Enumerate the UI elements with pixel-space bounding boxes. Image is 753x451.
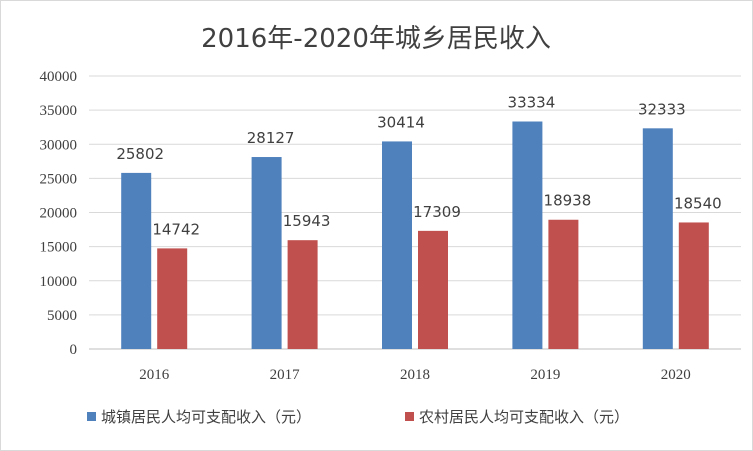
- legend-swatch: [405, 412, 414, 421]
- x-tick-label: 2018: [400, 367, 430, 383]
- legend-swatch: [87, 412, 96, 421]
- bar-series-1: [121, 172, 152, 349]
- bar-series-2: [157, 248, 188, 349]
- bar-series-1: [251, 157, 282, 349]
- legend: 城镇居民人均可支配收入（元） 农村居民人均可支配收入（元）: [87, 408, 629, 426]
- x-axis-ticks: 2016 2017 2018 2019 2020: [139, 367, 691, 383]
- legend-label: 城镇居民人均可支配收入（元）: [101, 408, 311, 426]
- data-label: 17309: [413, 203, 461, 221]
- y-tick-label: 5000: [47, 308, 77, 324]
- data-label: 30414: [377, 113, 425, 131]
- legend-label: 农村居民人均可支配收入（元）: [419, 408, 629, 426]
- bar-series-1: [642, 128, 673, 349]
- data-label: 14742: [152, 220, 200, 238]
- y-tick-label: 15000: [40, 240, 78, 256]
- data-label: 15943: [283, 212, 331, 230]
- bar-series-2: [678, 222, 709, 349]
- data-label: 32333: [638, 100, 686, 118]
- y-tick-label: 40000: [40, 69, 78, 85]
- x-tick-label: 2017: [270, 367, 301, 383]
- bar-series-2: [287, 240, 318, 349]
- data-label: 33334: [508, 93, 556, 111]
- bar-series-2: [418, 230, 448, 349]
- bar-series-2: [548, 219, 579, 349]
- x-tick-label: 2020: [661, 367, 691, 383]
- data-label: 28127: [247, 129, 295, 147]
- y-axis-ticks: 0 5000 10000 15000 20000 25000 30000 35000 40000: [40, 69, 78, 358]
- y-tick-label: 30000: [40, 137, 78, 153]
- data-label: 18540: [674, 194, 722, 212]
- y-tick-label: 25000: [40, 171, 78, 187]
- data-label: 18938: [544, 192, 592, 210]
- data-label: 25802: [116, 145, 164, 163]
- y-tick-label: 35000: [40, 103, 78, 119]
- gridlines: [89, 75, 741, 350]
- bar-series-1: [512, 121, 543, 349]
- bar-series-1: [382, 141, 412, 349]
- bars: 25802 14742 28127 15943 30414 17309 33334 18938…: [116, 93, 722, 349]
- x-tick-label: 2019: [530, 367, 560, 383]
- x-tick-label: 2016: [139, 367, 170, 383]
- y-tick-label: 20000: [40, 206, 78, 222]
- y-tick-label: 0: [70, 342, 78, 358]
- chart-title: 2016年-2020年城乡居民收入: [201, 24, 551, 54]
- y-tick-label: 10000: [40, 274, 78, 290]
